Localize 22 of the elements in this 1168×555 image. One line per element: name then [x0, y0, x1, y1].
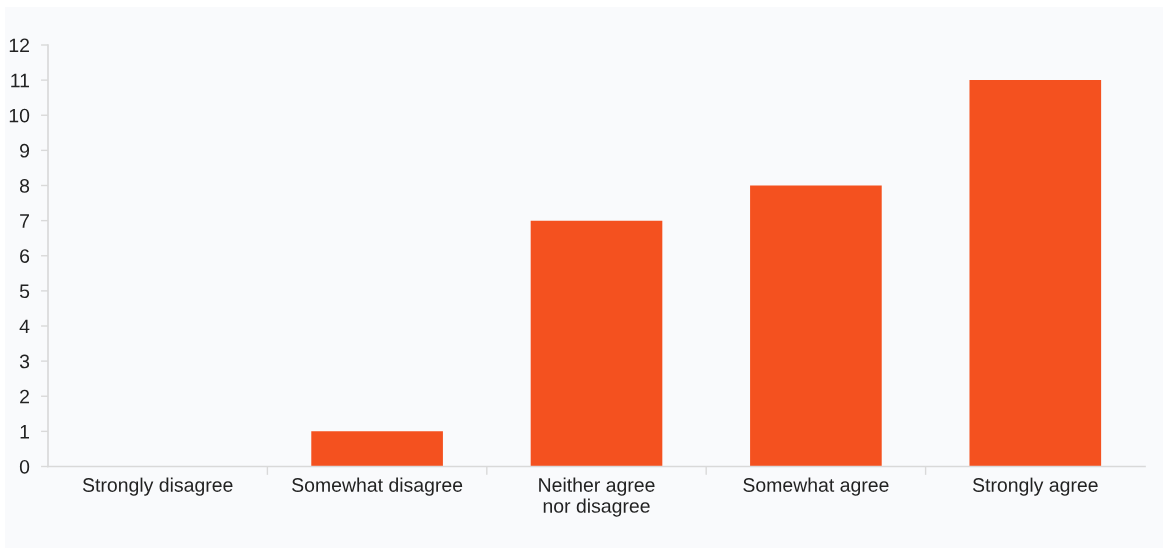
y-tick-label: 0	[19, 459, 30, 474]
x-tick-label: Neither agree nor disagree	[539, 477, 655, 517]
x-tick-label: Somewhat disagree	[292, 477, 463, 496]
y-tick-label: 6	[20, 249, 30, 263]
x-tick-label: Somewhat agree	[743, 477, 889, 496]
y-tick-label: 5	[19, 284, 30, 299]
y-tick-label: 10	[9, 108, 30, 123]
y-tick-label: 11	[11, 73, 29, 88]
bar	[750, 185, 882, 467]
bar	[530, 220, 663, 467]
y-tick-label: 1	[20, 425, 29, 439]
x-tick-label: Strongly disagree	[82, 477, 233, 496]
y-tick-label: 12	[9, 38, 29, 53]
y-tick-label: 9	[20, 143, 30, 158]
y-tick-label: 2	[20, 389, 29, 404]
y-tick-label: 3	[19, 354, 30, 369]
x-tick-label: Strongly agree	[972, 477, 1098, 496]
y-tick-label: 4	[19, 319, 30, 334]
bar	[311, 431, 443, 467]
y-tick-label: 8	[19, 178, 30, 193]
y-tick-label: 7	[20, 214, 29, 228]
bar	[969, 80, 1102, 467]
